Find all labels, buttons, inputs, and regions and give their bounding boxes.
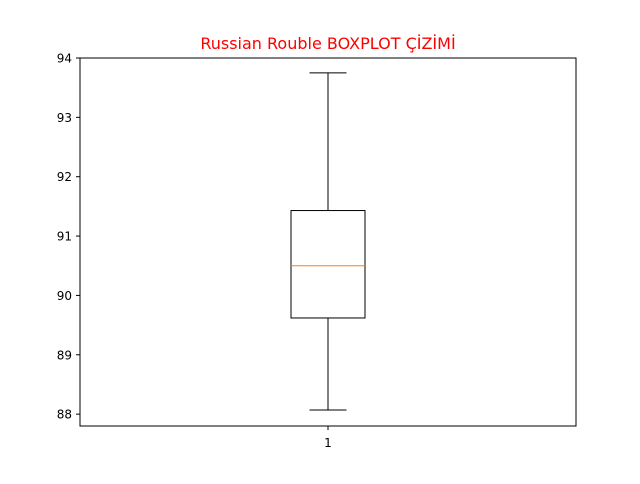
chart-title: Russian Rouble BOXPLOT ÇİZİMİ [200,34,455,53]
y-tick-label: 90 [57,289,72,303]
y-tick-label: 94 [57,52,72,66]
y-tick-label: 92 [57,170,72,184]
x-tick-label: 1 [324,436,332,450]
y-tick-label: 89 [57,348,72,362]
y-tick-label: 88 [57,408,72,422]
y-tick-label: 91 [57,230,72,244]
plot-area: 88 89 90 91 92 93 94 1 [57,52,577,450]
y-tick-label: 93 [57,111,72,125]
box-iqr [290,210,366,319]
